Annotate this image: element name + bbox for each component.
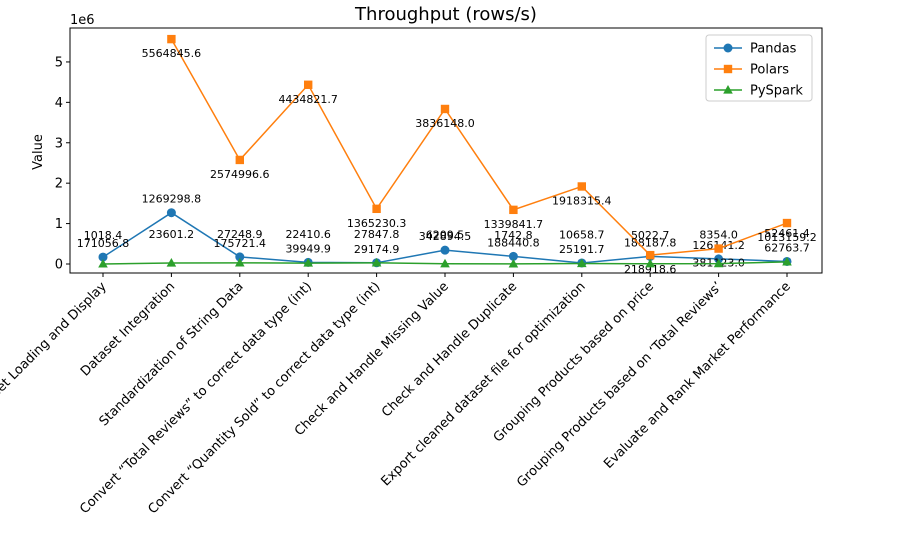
- y-offset-label: 1e6: [70, 13, 95, 28]
- point: [440, 245, 450, 255]
- legend-label: Pandas: [750, 42, 797, 57]
- plot-frame: [69, 27, 823, 274]
- x-tick-label: Convert “Total Reviews” to correct data …: [77, 279, 315, 517]
- value-label: 218918.6: [624, 263, 677, 276]
- value-label: 342894.5: [419, 230, 472, 243]
- value-label: 22410.6: [285, 228, 331, 241]
- y-tick-label: 2: [55, 177, 63, 192]
- value-label: 29174.9: [354, 243, 400, 256]
- point: [577, 258, 587, 268]
- point: [723, 85, 733, 94]
- value-label: 1742.8: [494, 229, 533, 242]
- point: [509, 205, 518, 215]
- value-label: 188187.8: [624, 236, 677, 249]
- legend-frame: [705, 34, 813, 102]
- y-tick-label: 4: [55, 96, 63, 111]
- value-label: 8354.0: [699, 229, 738, 242]
- value-label: 4434821.7: [278, 93, 338, 106]
- value-label: 62763.7: [764, 241, 810, 254]
- series-line: [170, 38, 788, 256]
- point: [167, 34, 176, 44]
- point: [714, 244, 723, 253]
- point: [98, 258, 108, 268]
- point: [782, 256, 792, 266]
- point: [577, 182, 586, 191]
- point: [235, 155, 244, 165]
- legend: Pandas Polars PySpark: [705, 34, 813, 102]
- point: [508, 258, 519, 268]
- y-tick-label: 0: [55, 257, 63, 272]
- x-tick-label: Check and Handle Duplicate: [379, 279, 520, 420]
- point: [372, 204, 381, 214]
- y-tick-label: 3: [55, 136, 63, 151]
- value-label: 1269298.8: [142, 193, 202, 206]
- y-tick-label: 1: [55, 217, 63, 232]
- point: [98, 252, 108, 262]
- value-label: 1918315.4: [552, 194, 612, 207]
- point: [782, 218, 792, 228]
- point: [723, 64, 733, 74]
- point: [713, 258, 724, 268]
- value-label: 52461.4: [764, 227, 810, 240]
- point: [235, 257, 245, 267]
- value-label: 1339841.7: [484, 218, 544, 231]
- value-label: 5022.7: [631, 229, 670, 242]
- point: [723, 43, 733, 53]
- value-label: 2574996.6: [210, 168, 270, 181]
- value-label: 3836148.0: [415, 117, 475, 130]
- value-label: 39949.9: [285, 242, 331, 255]
- point: [508, 251, 518, 261]
- value-label: 5564845.6: [142, 47, 202, 60]
- value-label: 27248.9: [217, 228, 263, 241]
- legend-label: Polars: [750, 63, 789, 78]
- x-tick-label: Standardization of String Data: [97, 279, 247, 429]
- chart-title: Throughput (rows/s): [354, 4, 537, 25]
- value-label: 10658.7: [559, 229, 605, 242]
- x-tick-label: Check and Handle Missing Value: [292, 279, 452, 439]
- value-label: 171056.8: [77, 237, 130, 250]
- value-label: 175721.4: [214, 237, 267, 250]
- point: [166, 208, 176, 218]
- value-label: 1018.4: [84, 229, 123, 242]
- point: [440, 104, 450, 114]
- y-axis-label: Value: [31, 134, 46, 170]
- point: [645, 258, 655, 268]
- point: [303, 258, 313, 267]
- legend-label: PySpark: [750, 84, 803, 99]
- value-label: 23601.2: [149, 228, 195, 241]
- point: [646, 250, 655, 260]
- value-label: 1365230.3: [347, 217, 407, 230]
- value-label: 25191.7: [559, 243, 605, 256]
- point: [304, 80, 313, 89]
- point: [371, 257, 382, 267]
- point: [166, 258, 177, 267]
- x-tick-label: Convert “Quantity Sold” to correct data …: [145, 279, 383, 517]
- value-label: 1013159.2: [757, 231, 817, 244]
- y-tick-label: 5: [55, 55, 63, 70]
- value-label: 27847.8: [354, 228, 400, 241]
- value-label: 6209.5: [426, 229, 465, 242]
- point: [235, 252, 245, 262]
- x-tick-label: Dataset Loading and Display: [0, 279, 110, 422]
- point: [440, 258, 450, 268]
- value-label: 188440.8: [487, 236, 540, 249]
